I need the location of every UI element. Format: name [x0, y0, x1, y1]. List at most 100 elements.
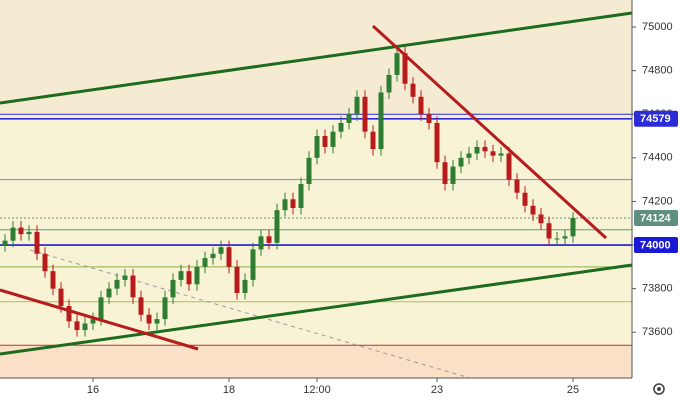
price-badge-label: 74124	[640, 212, 671, 224]
candle-body	[450, 166, 456, 184]
candle-body	[154, 319, 160, 324]
candle-body	[274, 210, 280, 243]
candle-body	[314, 136, 320, 158]
candles	[2, 46, 576, 337]
candle-body	[162, 297, 168, 320]
candle-body	[138, 297, 144, 315]
candle-body	[562, 236, 568, 239]
price-badge	[634, 110, 678, 127]
resistance-line	[371, 24, 608, 240]
candle-body	[186, 271, 192, 285]
candle-body	[474, 146, 480, 154]
candle-body	[538, 214, 544, 224]
candle-body	[50, 271, 56, 289]
candle-body	[242, 279, 248, 293]
y-tick-label: 74800	[642, 65, 673, 77]
candle-body	[322, 136, 328, 147]
candle-body	[522, 192, 528, 206]
candle-body	[346, 114, 352, 123]
candle-body	[482, 146, 488, 152]
gear-hub	[657, 387, 661, 391]
y-tick-label: 74200	[642, 195, 673, 207]
candle-body	[58, 288, 64, 307]
candle-body	[202, 258, 208, 267]
upper-channel-line	[0, 11, 633, 105]
candle-body	[34, 231, 40, 254]
settings-icon[interactable]	[653, 383, 665, 395]
x-tick-label: 16	[87, 384, 99, 396]
candle-body	[298, 183, 304, 208]
price-badge	[634, 209, 678, 226]
candle-body	[130, 275, 136, 298]
candle-body	[362, 96, 368, 132]
y-tick-label: 75000	[642, 21, 673, 33]
candle-body	[290, 199, 296, 208]
candle-body	[546, 223, 552, 239]
candle-body	[434, 122, 440, 163]
price-badge	[634, 237, 678, 254]
candle-body	[354, 96, 360, 115]
candle-body	[370, 131, 376, 150]
candle-body	[82, 323, 88, 331]
lower-channel-line	[0, 263, 633, 356]
candle-body	[234, 266, 240, 293]
x-tick-label: 25	[567, 384, 579, 396]
candle-body	[386, 74, 392, 93]
resistance-line	[0, 288, 199, 351]
candle-body	[490, 151, 496, 156]
band-lower	[0, 345, 632, 378]
candle-body	[554, 238, 560, 240]
candle-body	[402, 53, 408, 84]
candle-body	[250, 249, 256, 280]
candle-body	[42, 253, 48, 272]
candle-body	[74, 321, 80, 331]
candle-body	[90, 319, 96, 324]
candle-body	[146, 314, 152, 324]
candle-body	[442, 162, 448, 184]
candle-body	[122, 275, 128, 280]
candle-body	[218, 247, 224, 254]
candle-body	[2, 240, 8, 246]
gear-ring	[653, 383, 665, 395]
candle-body	[410, 83, 416, 97]
candle-body	[178, 271, 184, 280]
candle-body	[282, 199, 288, 211]
candle-body	[26, 231, 32, 235]
x-tick-label: 18	[223, 384, 235, 396]
candle-body	[498, 153, 504, 156]
candle-body	[10, 227, 16, 241]
axes: 7360073800740007420074400746007480075000…	[87, 21, 678, 396]
candle-body	[394, 53, 400, 75]
candle-body	[226, 247, 232, 267]
candle-body	[106, 288, 112, 298]
y-axis-panel	[632, 0, 680, 403]
candle-body	[330, 131, 336, 147]
candle-body	[338, 122, 344, 132]
candle-body	[98, 297, 104, 320]
levels	[0, 113, 632, 346]
candle-body	[378, 92, 384, 150]
candle-body	[258, 236, 264, 250]
price-badge-label: 74579	[640, 113, 671, 125]
candle-body	[210, 253, 216, 259]
candle-body	[530, 205, 536, 215]
candle-body	[426, 114, 432, 123]
candle-body	[18, 227, 24, 235]
x-axis-panel	[0, 378, 680, 403]
y-tick-label: 73600	[642, 326, 673, 338]
candle-body	[266, 236, 272, 243]
x-tick-label: 23	[431, 384, 443, 396]
candle-body	[418, 96, 424, 115]
y-tick-label: 73800	[642, 283, 673, 295]
candle-body	[170, 279, 176, 298]
candle-body	[506, 153, 512, 180]
x-tick-label: 12:00	[303, 384, 331, 396]
y-tick-label: 74400	[642, 152, 673, 164]
candle-body	[306, 157, 312, 184]
candle-body	[194, 266, 200, 285]
candle-body	[466, 153, 472, 158]
candle-body	[458, 157, 464, 167]
candle-body	[114, 279, 120, 289]
